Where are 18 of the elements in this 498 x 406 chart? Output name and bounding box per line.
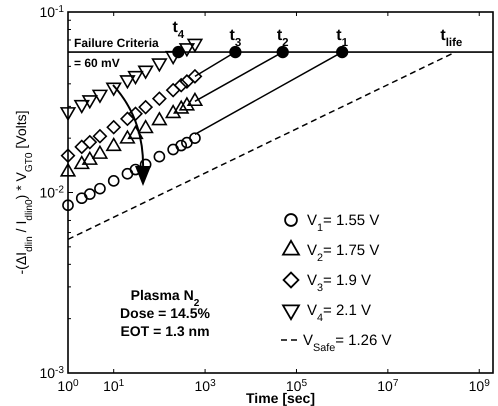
annotation: t$_{life}$ <box>440 27 463 50</box>
annotation: EOT = 1.3 nm <box>120 323 210 339</box>
legend-label: V$_{4}$= 2.1 V <box>307 302 371 324</box>
legend-label: V$_{1}$= 1.55 V <box>307 212 380 234</box>
annotation: t$_{1}$ <box>336 27 349 50</box>
x-tick-label: 10$^{9}$ <box>468 378 490 394</box>
legend-label: V$_{Safe}$= 1.26 V <box>303 332 392 354</box>
ref-line-label: Failure Criteria = 60 mV <box>74 36 160 70</box>
legend-label: V$_{3}$= 1.9 V <box>307 272 371 294</box>
x-tick-label: 10$^{3}$ <box>194 378 216 394</box>
legend-label: V$_{2}$= 1.75 V <box>307 242 380 264</box>
y-tick-label: 10$^{-2}$ <box>39 184 64 200</box>
x-tick-label: 10$^{1}$ <box>103 378 125 394</box>
annotation: t$_{2}$ <box>276 27 289 50</box>
y-tick-label: 10$^{-1}$ <box>39 4 64 20</box>
annotation: t$_{4}$ <box>172 19 185 42</box>
x-tick-label: 10$^{7}$ <box>377 378 399 394</box>
annotation: t$_{3}$ <box>230 27 242 50</box>
